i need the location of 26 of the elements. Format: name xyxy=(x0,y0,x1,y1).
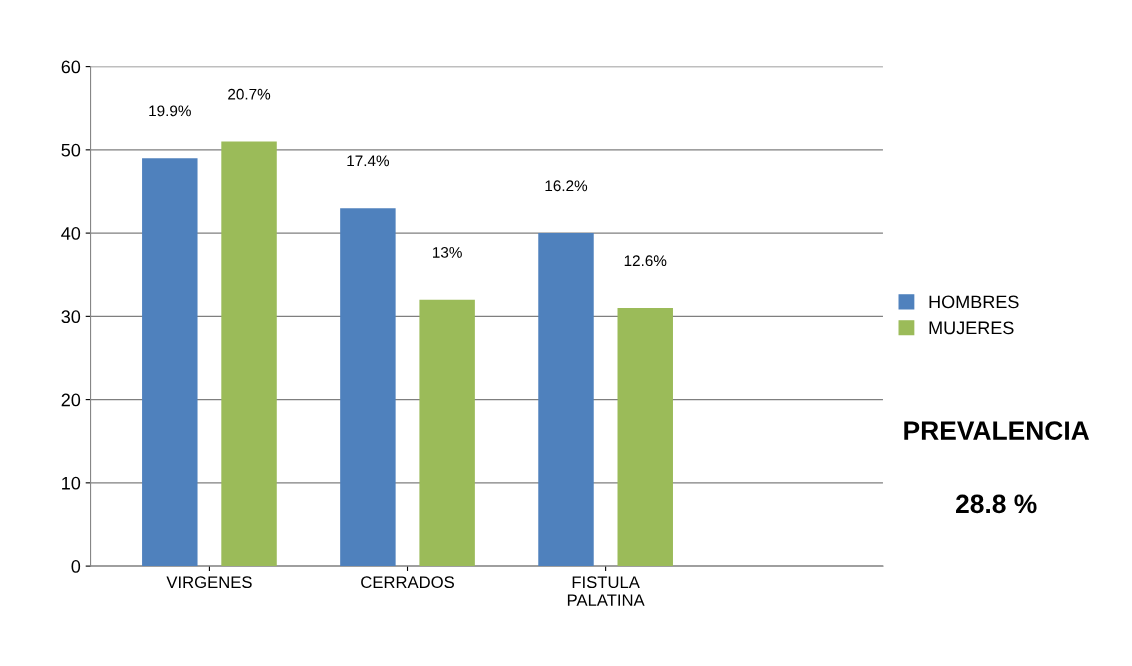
annotation: 20.7% xyxy=(228,88,271,100)
legend-label: MUJERES xyxy=(929,321,1014,335)
bar xyxy=(538,233,594,567)
text: PREVALENCIA xyxy=(904,421,1090,440)
bar xyxy=(142,158,198,567)
x-tick-label: VIRGENES xyxy=(166,576,252,589)
annotation: 17.4% xyxy=(347,155,390,167)
annotation: 12.6% xyxy=(624,255,667,267)
annotation: 16.2% xyxy=(545,180,588,192)
bar xyxy=(221,141,277,567)
bar xyxy=(617,308,673,567)
y-tick-label: 60 xyxy=(61,60,81,74)
y-tick-label: 20 xyxy=(61,393,81,407)
x-tick-label: CERRADOS xyxy=(361,576,454,589)
x-tick-label: FISTULA PALATINA xyxy=(567,576,645,606)
y-tick-label: 10 xyxy=(62,476,81,490)
bar xyxy=(419,299,475,567)
y-tick-label: 50 xyxy=(61,143,81,157)
text: 28.8 % xyxy=(956,494,1037,514)
annotation: 19.9% xyxy=(149,105,191,117)
annotation: 13% xyxy=(433,246,462,258)
y-tick-label: 30 xyxy=(61,310,81,324)
bar xyxy=(340,208,396,567)
y-tick-label: 0 xyxy=(71,560,81,573)
y-tick-label: 40 xyxy=(61,227,81,240)
legend-label: HOMBRES xyxy=(929,295,1019,309)
